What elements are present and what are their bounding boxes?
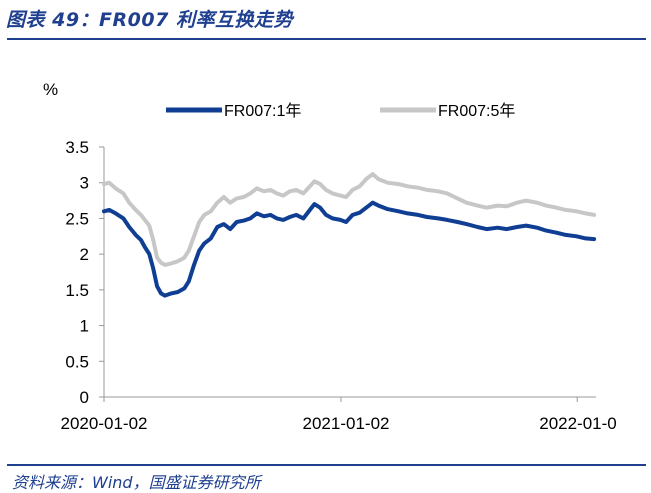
series-line-fr007-5y: [102, 172, 597, 267]
x-axis: 2020-01-02 2021-01-02 2022-01-0: [61, 396, 617, 433]
header-divider: [7, 38, 646, 40]
legend-label-fr007-5y: FR007:5年: [438, 102, 515, 120]
y-tick-label: 2: [80, 245, 89, 264]
y-tick-label: 2.5: [65, 209, 89, 228]
figure-title: 图表 49：FR007 利率互换走势: [6, 9, 293, 31]
source-note: 资料来源：Wind，国盛证券研究所: [12, 473, 261, 492]
series-lines: [102, 172, 597, 298]
legend: FR007:1年 FR007:5年: [166, 102, 515, 120]
y-tick-label: 1: [80, 317, 89, 336]
x-tick-label: 2021-01-02: [303, 414, 390, 433]
y-tick-label: 3: [80, 174, 89, 193]
y-axis: 0 0.5 1 1.5 2 2.5 3 3.5: [65, 138, 105, 407]
series-line-fr007-1y: [102, 200, 597, 298]
x-tick-label: 2020-01-02: [61, 414, 148, 433]
footer-divider: [7, 464, 646, 466]
y-axis-unit: %: [43, 80, 58, 99]
y-tick-label: 1.5: [65, 281, 89, 300]
y-tick-label: 0.5: [65, 352, 89, 371]
y-tick-label: 3.5: [65, 138, 89, 157]
x-tick-label: 2022-01-0: [539, 414, 617, 433]
legend-label-fr007-1y: FR007:1年: [224, 102, 301, 120]
y-tick-label: 0: [80, 388, 89, 407]
